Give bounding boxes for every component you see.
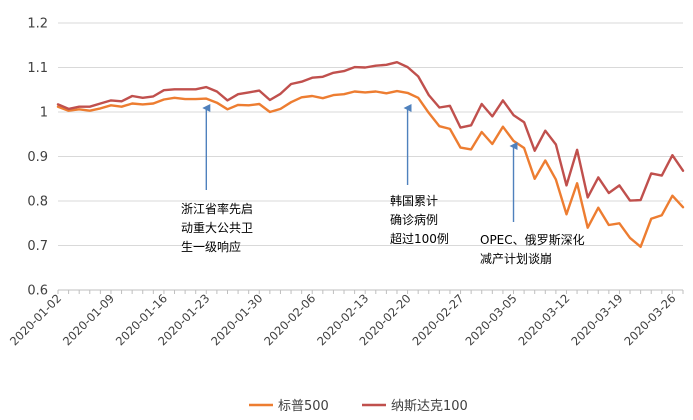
y-tick-label: 1	[40, 106, 48, 121]
x-tick-label: 2020-01-30	[208, 291, 265, 348]
x-tick-label: 2020-03-12	[515, 291, 572, 348]
x-tick-label: 2020-03-19	[568, 291, 625, 348]
annotation-text: 韩国累计	[390, 193, 438, 208]
x-tick-label: 2020-03-05	[462, 291, 519, 348]
annotation-text: 生一级响应	[181, 239, 241, 254]
legend-label-sp500: 标普500	[278, 399, 329, 414]
y-tick-label: 0.6	[27, 284, 48, 299]
annotation-text: 减产计划谈崩	[480, 252, 552, 266]
y-tick-label: 1.2	[27, 17, 48, 32]
annotation-text: 动重大公共卫	[181, 221, 253, 235]
y-tick-label: 0.9	[27, 150, 48, 165]
annotation-text: 浙江省率先启	[181, 201, 253, 216]
series-lines	[56, 61, 685, 249]
legend-label-nasdaq: 纳斯达克100	[391, 399, 468, 414]
annotation-text: 超过100例	[390, 231, 449, 246]
series-line-nasdaq	[56, 61, 685, 202]
x-tick-label: 2020-01-02	[7, 291, 64, 348]
series-line-sp500	[56, 89, 685, 249]
annotation-text: OPEC、俄罗斯深化	[480, 233, 585, 247]
x-tick-label: 2020-02-06	[261, 291, 318, 348]
y-tick-label: 1.1	[27, 61, 48, 76]
y-tick-label: 0.7	[27, 239, 48, 254]
annotation-text: 确诊病例	[390, 212, 438, 227]
x-tick-label: 2020-02-27	[409, 291, 466, 348]
gridlines	[58, 22, 683, 246]
y-tick-label: 0.8	[27, 195, 48, 210]
legend: 标普500 纳斯达克100	[249, 399, 468, 414]
x-tick-label: 2020-03-26	[621, 291, 678, 348]
x-tick-label: 2020-01-09	[60, 291, 117, 348]
